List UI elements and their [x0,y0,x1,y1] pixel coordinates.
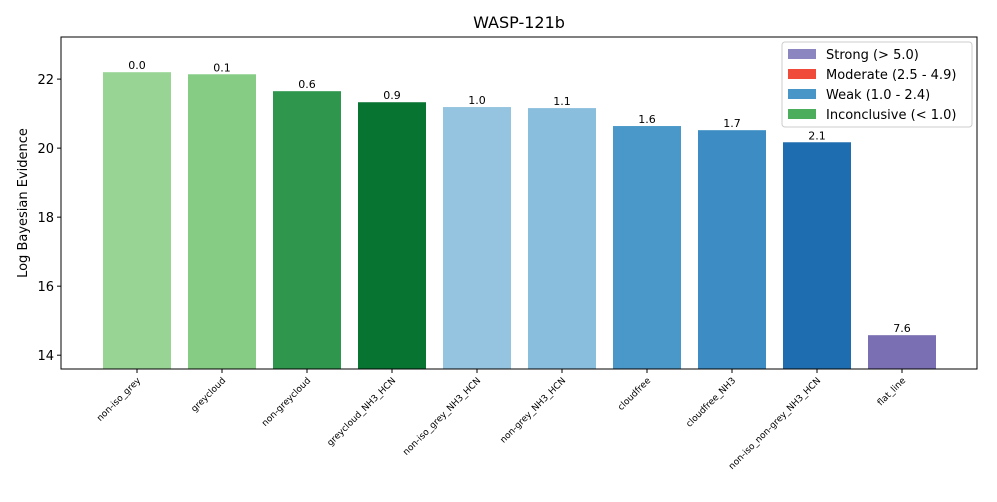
plot-frame [60,36,978,370]
y-tick-label: 16 [37,280,54,295]
bar-label: 1.1 [553,95,571,108]
legend-swatch [788,69,816,79]
y-tick-label: 20 [37,142,54,157]
x-tick-label: non-iso_grey [95,376,143,424]
bar [698,130,766,369]
x-tick-label: non-grey_NH3_HCN [499,376,568,445]
bar-label: 1.6 [638,113,656,126]
bar [188,74,256,370]
legend-swatch [788,109,816,119]
y-tick-label: 18 [37,211,54,226]
legend-swatch [788,89,816,99]
legend-label: Strong (> 5.0) [826,48,919,63]
y-tick-label: 14 [37,349,54,364]
legend-label: Inconclusive (< 1.0) [826,108,956,123]
x-tick-label: cloudfree [616,376,653,413]
x-tick-label: greycloud_NH3_HCN [326,376,398,448]
legend-label: Moderate (2.5 - 4.9) [826,68,956,83]
y-axis-label: Log Bayesian Evidence [16,128,31,278]
bar-label: 2.1 [808,129,826,142]
bar-label: 0.9 [383,89,401,102]
bar [358,102,426,369]
bar-label: 1.7 [723,117,741,130]
bar [528,108,596,369]
x-tick-label: non-iso_grey_NH3_HCN [401,376,483,458]
bar [443,107,511,369]
bar [103,72,171,369]
legend-swatch [788,49,816,59]
bar-label: 0.6 [298,78,316,91]
bar [613,126,681,370]
bar [273,91,341,369]
bar-label: 0.1 [213,61,231,74]
x-tick-label: cloudfree_NH3 [684,376,738,430]
legend-box [781,41,973,128]
chart-title: WASP-121b [473,13,565,32]
bar-label: 1.0 [468,94,486,107]
x-tick-label: non-greycloud [260,376,313,429]
bar [783,142,851,369]
bar-label: 7.6 [893,322,911,335]
legend-label: Weak (1.0 - 2.4) [826,88,930,103]
bar-label: 0.0 [128,59,146,72]
x-tick-label: flat_line [876,376,908,408]
x-tick-label: greycloud [190,376,229,415]
x-tick-label: non-iso_non-grey_NH3_HCN [727,376,823,472]
y-tick-label: 22 [37,73,54,88]
bar [868,335,936,369]
